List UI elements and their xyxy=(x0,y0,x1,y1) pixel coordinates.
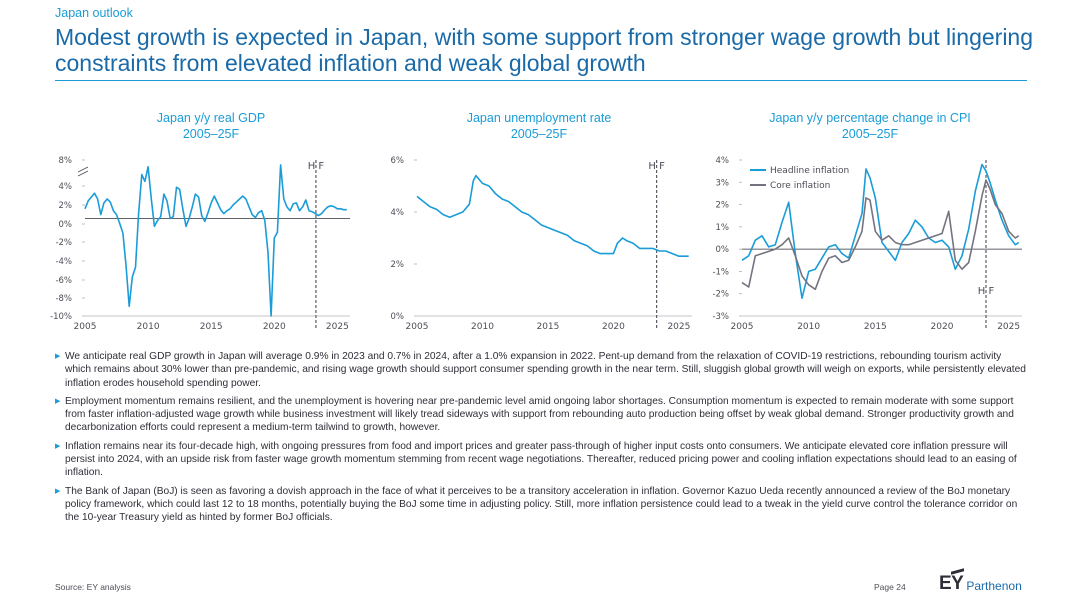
title-divider xyxy=(55,80,1027,81)
axis-break-mark xyxy=(77,170,89,177)
y-tick-label: 4% xyxy=(59,182,73,192)
x-tick-label: 2010 xyxy=(797,322,820,332)
y-tick-label: -8% xyxy=(55,294,72,304)
y-tick-label: 1% xyxy=(716,223,730,233)
chart-unemployment-title: Japan unemployment rate xyxy=(466,111,612,125)
bullet-text: Employment momentum remains resilient, a… xyxy=(65,395,1014,434)
bullet-arrow-icon: ▶ xyxy=(55,487,61,495)
page-title: Modest growth is expected in Japan, with… xyxy=(55,24,1034,76)
y-tick-label: 8% xyxy=(59,156,73,166)
y-tick-label: 0% xyxy=(716,245,730,255)
x-tick-label: 2015 xyxy=(200,322,223,332)
bullet-arrow-icon: ▶ xyxy=(55,442,61,450)
y-tick-label: 3% xyxy=(716,178,730,188)
commentary-bullet: ▶ The Bank of Japan (BoJ) is seen as favo… xyxy=(55,485,1030,525)
chart-unemployment-subtitle: 2005–25F xyxy=(510,127,568,141)
forecast-label: H F xyxy=(978,286,995,297)
source-note: Source: EY analysis xyxy=(55,582,131,592)
y-tick-label: 0% xyxy=(391,312,405,322)
logo-ey-mark: EY xyxy=(939,568,964,595)
axis-break-mark xyxy=(77,166,89,173)
chart-cpi-subtitle: 2005–25F xyxy=(841,127,899,141)
commentary-bullet: ▶ Employment momentum remains resilient, … xyxy=(55,395,1030,435)
y-tick-label: 6% xyxy=(391,156,405,166)
y-tick-label: 4% xyxy=(391,208,405,218)
chart-gdp-title: Japan y/y real GDP xyxy=(156,111,266,125)
forecast-label: H F xyxy=(648,161,665,172)
x-tick-label: 2010 xyxy=(471,322,494,332)
bullet-text: We anticipate real GDP growth in Japan w… xyxy=(65,351,1026,389)
series-line-core-inflation xyxy=(741,179,1020,291)
series-line-unemployment-rate xyxy=(416,174,689,257)
series-line-real-gdp-y-y xyxy=(84,164,347,317)
bullet-arrow-icon: ▶ xyxy=(55,353,61,360)
legend-label: Headline inflation xyxy=(770,166,849,176)
legend-label: Core inflation xyxy=(770,181,830,191)
y-tick-label: 2% xyxy=(716,201,730,211)
commentary-list: ▶ We anticipate real GDP growth in Japan … xyxy=(55,350,1030,530)
x-tick-label: 2020 xyxy=(931,322,954,332)
x-tick-label: 2005 xyxy=(731,322,754,332)
y-tick-label: -2% xyxy=(55,238,72,248)
y-tick-label: -3% xyxy=(712,312,729,322)
x-tick-label: 2025 xyxy=(667,322,690,332)
commentary-bullet: ▶ Inflation remains near its four-decade … xyxy=(55,440,1030,480)
y-tick-label: -10% xyxy=(50,312,72,322)
series-line-headline-inflation xyxy=(741,163,1020,299)
ey-parthenon-logo: EY Parthenon xyxy=(939,568,1022,595)
chart-unemployment: 6% 4% 2% 0%2005 2010 2015 2020 2025 H F xyxy=(391,156,692,332)
chart-unemployment-title-block: Japan unemployment rate 2005–25F xyxy=(389,110,689,142)
chart-cpi: 4% 3% 2% 1% 0% -1% -2% -3%2005 2010 2015 2020 2025 H… xyxy=(712,156,1022,332)
forecast-label: H F xyxy=(308,161,325,172)
chart-gdp: 8% 4% 2% 0% -2% -4% -6% -8% -10%2005 2010 2015 2020… xyxy=(50,156,350,332)
x-tick-label: 2005 xyxy=(74,322,97,332)
chart-cpi-title-block: Japan y/y percentage change in CPI 2005–… xyxy=(720,110,1020,142)
chart-cpi-title: Japan y/y percentage change in CPI xyxy=(769,111,971,125)
commentary-bullet: ▶ We anticipate real GDP growth in Japan … xyxy=(55,350,1030,390)
chart-gdp-title-block: Japan y/y real GDP 2005–25F xyxy=(61,110,361,142)
y-tick-label: 2% xyxy=(391,260,405,270)
x-tick-label: 2025 xyxy=(997,322,1020,332)
logo-wordmark: Parthenon xyxy=(966,579,1022,593)
x-tick-label: 2015 xyxy=(536,322,559,332)
x-tick-label: 2015 xyxy=(864,322,887,332)
y-tick-label: -1% xyxy=(712,267,729,277)
y-tick-label: -2% xyxy=(712,290,729,300)
y-tick-label: 0% xyxy=(59,220,73,230)
y-tick-label: 2% xyxy=(59,201,73,211)
y-tick-label: -4% xyxy=(55,257,72,267)
chart-gdp-subtitle: 2005–25F xyxy=(182,127,240,141)
y-tick-label: 4% xyxy=(716,156,730,166)
x-tick-label: 2005 xyxy=(406,322,429,332)
x-tick-label: 2025 xyxy=(326,322,349,332)
bullet-text: The Bank of Japan (BoJ) is seen as favor… xyxy=(65,485,1018,524)
page-number: Page 24 xyxy=(874,582,906,592)
x-tick-label: 2020 xyxy=(602,322,625,332)
x-tick-label: 2020 xyxy=(263,322,286,332)
bullet-text: Inflation remains near its four-decade h… xyxy=(65,440,1017,479)
section-label: Japan outlook xyxy=(55,6,133,20)
x-tick-label: 2010 xyxy=(137,322,160,332)
y-tick-label: -6% xyxy=(55,276,72,286)
bullet-arrow-icon: ▶ xyxy=(55,397,61,405)
